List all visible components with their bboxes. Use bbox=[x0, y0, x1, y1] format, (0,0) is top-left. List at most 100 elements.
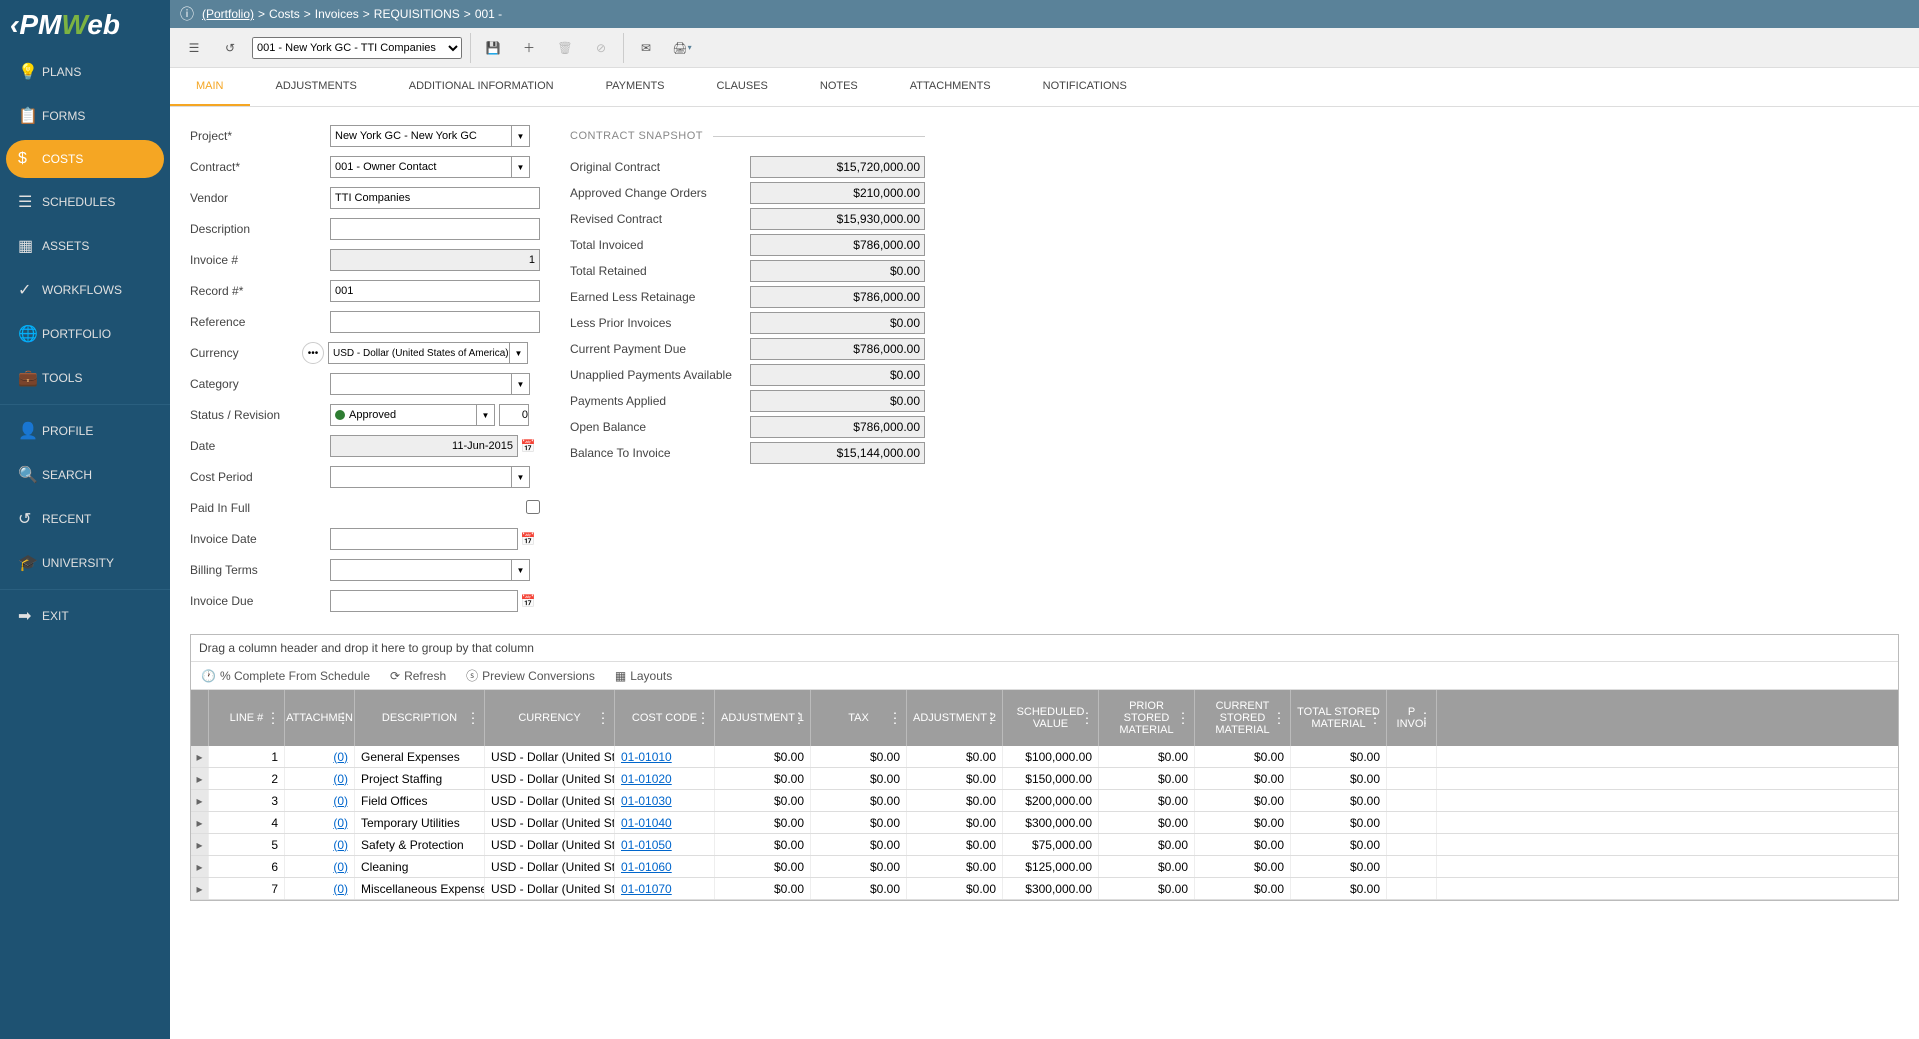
column-header[interactable]: SCHEDULED VALUE⋮ bbox=[1003, 690, 1099, 746]
save-icon[interactable]: 💾 bbox=[479, 34, 507, 62]
column-header[interactable]: TOTAL STORED MATERIAL⋮ bbox=[1291, 690, 1387, 746]
table-cell[interactable]: (0) bbox=[285, 834, 355, 855]
column-header[interactable]: COST CODE⋮ bbox=[615, 690, 715, 746]
reference-input[interactable] bbox=[330, 311, 540, 333]
delete-icon[interactable]: 🗑 bbox=[551, 34, 579, 62]
table-row[interactable]: ▸7(0)Miscellaneous ExpenseUSD - Dollar (… bbox=[191, 878, 1898, 900]
tab-adjustments[interactable]: ADJUSTMENTS bbox=[250, 68, 383, 106]
tab-additional-information[interactable]: ADDITIONAL INFORMATION bbox=[383, 68, 580, 106]
column-header[interactable]: PRIOR STORED MATERIAL⋮ bbox=[1099, 690, 1195, 746]
table-row[interactable]: ▸6(0)CleaningUSD - Dollar (United Sta01-… bbox=[191, 856, 1898, 878]
table-cell[interactable]: (0) bbox=[285, 856, 355, 877]
table-cell[interactable]: ▸ bbox=[191, 856, 209, 877]
sidebar-item-tools[interactable]: 💼TOOLS bbox=[0, 356, 170, 400]
invoice-due-input[interactable] bbox=[330, 590, 518, 612]
table-cell[interactable]: ▸ bbox=[191, 834, 209, 855]
table-cell[interactable]: 01-01020 bbox=[615, 768, 715, 789]
column-header[interactable] bbox=[191, 690, 209, 746]
sidebar-item-schedules[interactable]: ☰SCHEDULES bbox=[0, 180, 170, 224]
table-row[interactable]: ▸4(0)Temporary UtilitiesUSD - Dollar (Un… bbox=[191, 812, 1898, 834]
sidebar-item-portfolio[interactable]: 🌐PORTFOLIO bbox=[0, 312, 170, 356]
tab-notes[interactable]: NOTES bbox=[794, 68, 884, 106]
snapshot-label: Less Prior Invoices bbox=[570, 316, 750, 330]
status-select[interactable]: Approved▼ bbox=[330, 404, 495, 426]
column-header[interactable]: CURRENCY⋮ bbox=[485, 690, 615, 746]
info-icon[interactable]: ⓘ bbox=[180, 4, 194, 24]
add-icon[interactable]: ＋ bbox=[515, 34, 543, 62]
table-cell[interactable]: ▸ bbox=[191, 878, 209, 899]
grid-group-hint[interactable]: Drag a column header and drop it here to… bbox=[191, 635, 1898, 662]
table-cell[interactable]: ▸ bbox=[191, 790, 209, 811]
table-cell[interactable]: (0) bbox=[285, 812, 355, 833]
sidebar-item-costs[interactable]: $COSTS bbox=[6, 140, 164, 178]
currency-more-button[interactable]: ••• bbox=[302, 342, 324, 364]
sidebar-item-exit[interactable]: ➡EXIT bbox=[0, 594, 170, 638]
column-header[interactable]: LINE #⋮ bbox=[209, 690, 285, 746]
table-cell[interactable]: 01-01050 bbox=[615, 834, 715, 855]
table-cell[interactable]: (0) bbox=[285, 878, 355, 899]
list-icon[interactable]: ☰ bbox=[180, 34, 208, 62]
cost-period-select[interactable]: ▼ bbox=[330, 466, 530, 488]
column-header[interactable]: ADJUSTMENT 2⋮ bbox=[907, 690, 1003, 746]
column-header[interactable]: P INVOI⋮ bbox=[1387, 690, 1437, 746]
date-input[interactable] bbox=[330, 435, 518, 457]
history-icon[interactable]: ↺ bbox=[216, 34, 244, 62]
table-cell[interactable]: 01-01070 bbox=[615, 878, 715, 899]
refresh-button[interactable]: ⟳Refresh bbox=[390, 669, 446, 683]
sidebar-item-workflows[interactable]: ✓WORKFLOWS bbox=[0, 268, 170, 312]
table-cell[interactable]: 01-01030 bbox=[615, 790, 715, 811]
preview-conversions-button[interactable]: ⓢPreview Conversions bbox=[466, 667, 595, 684]
invoice-date-input[interactable] bbox=[330, 528, 518, 550]
project-selector[interactable]: 001 - New York GC - TTI Companies bbox=[252, 37, 462, 59]
calendar-icon[interactable]: 📅 bbox=[518, 528, 538, 550]
contract-select[interactable]: 001 - Owner Contact▼ bbox=[330, 156, 530, 178]
column-header[interactable]: DESCRIPTION⋮ bbox=[355, 690, 485, 746]
record-num-input[interactable] bbox=[330, 280, 540, 302]
sidebar-item-plans[interactable]: 💡PLANS bbox=[0, 50, 170, 94]
sidebar-item-search[interactable]: 🔍SEARCH bbox=[0, 453, 170, 497]
tab-payments[interactable]: PAYMENTS bbox=[580, 68, 691, 106]
sidebar-item-recent[interactable]: ↺RECENT bbox=[0, 497, 170, 541]
table-cell[interactable]: (0) bbox=[285, 746, 355, 767]
complete-from-schedule-button[interactable]: 🕐% Complete From Schedule bbox=[201, 669, 370, 683]
table-row[interactable]: ▸3(0)Field OfficesUSD - Dollar (United S… bbox=[191, 790, 1898, 812]
billing-terms-select[interactable]: ▼ bbox=[330, 559, 530, 581]
sidebar-item-profile[interactable]: 👤PROFILE bbox=[0, 409, 170, 453]
table-row[interactable]: ▸2(0)Project StaffingUSD - Dollar (Unite… bbox=[191, 768, 1898, 790]
tab-notifications[interactable]: NOTIFICATIONS bbox=[1017, 68, 1153, 106]
table-cell[interactable]: (0) bbox=[285, 768, 355, 789]
currency-select[interactable]: USD - Dollar (United States of America)▼ bbox=[328, 342, 528, 364]
table-cell[interactable]: ▸ bbox=[191, 746, 209, 767]
column-header[interactable]: ATTACHMEN⋮ bbox=[285, 690, 355, 746]
table-cell[interactable]: 01-01040 bbox=[615, 812, 715, 833]
layouts-button[interactable]: ▦Layouts bbox=[615, 669, 672, 683]
revision-input[interactable] bbox=[499, 404, 529, 426]
tab-main[interactable]: MAIN bbox=[170, 68, 250, 106]
table-cell[interactable]: ▸ bbox=[191, 768, 209, 789]
sidebar-item-assets[interactable]: ▦ASSETS bbox=[0, 224, 170, 268]
sidebar-item-forms[interactable]: 📋FORMS bbox=[0, 94, 170, 138]
column-header[interactable]: ADJUSTMENT 1⋮ bbox=[715, 690, 811, 746]
project-select[interactable]: New York GC - New York GC▼ bbox=[330, 125, 530, 147]
table-cell[interactable]: (0) bbox=[285, 790, 355, 811]
tab-clauses[interactable]: CLAUSES bbox=[691, 68, 794, 106]
calendar-icon[interactable]: 📅 bbox=[518, 435, 538, 457]
sidebar-item-university[interactable]: 🎓UNIVERSITY bbox=[0, 541, 170, 585]
calendar-icon[interactable]: 📅 bbox=[518, 590, 538, 612]
print-icon[interactable]: 🖨▾ bbox=[668, 34, 696, 62]
description-input[interactable] bbox=[330, 218, 540, 240]
vendor-input[interactable] bbox=[330, 187, 540, 209]
table-row[interactable]: ▸5(0)Safety & ProtectionUSD - Dollar (Un… bbox=[191, 834, 1898, 856]
paid-in-full-checkbox[interactable] bbox=[526, 500, 540, 514]
column-header[interactable]: TAX⋮ bbox=[811, 690, 907, 746]
table-cell[interactable]: 01-01060 bbox=[615, 856, 715, 877]
category-select[interactable]: ▼ bbox=[330, 373, 530, 395]
tab-attachments[interactable]: ATTACHMENTS bbox=[884, 68, 1017, 106]
email-icon[interactable]: ✉ bbox=[632, 34, 660, 62]
table-cell[interactable]: ▸ bbox=[191, 812, 209, 833]
breadcrumb-portfolio[interactable]: (Portfolio) bbox=[202, 7, 254, 21]
table-cell[interactable]: 01-01010 bbox=[615, 746, 715, 767]
cancel-icon[interactable]: ⊘ bbox=[587, 34, 615, 62]
column-header[interactable]: CURRENT STORED MATERIAL⋮ bbox=[1195, 690, 1291, 746]
table-row[interactable]: ▸1(0)General ExpensesUSD - Dollar (Unite… bbox=[191, 746, 1898, 768]
